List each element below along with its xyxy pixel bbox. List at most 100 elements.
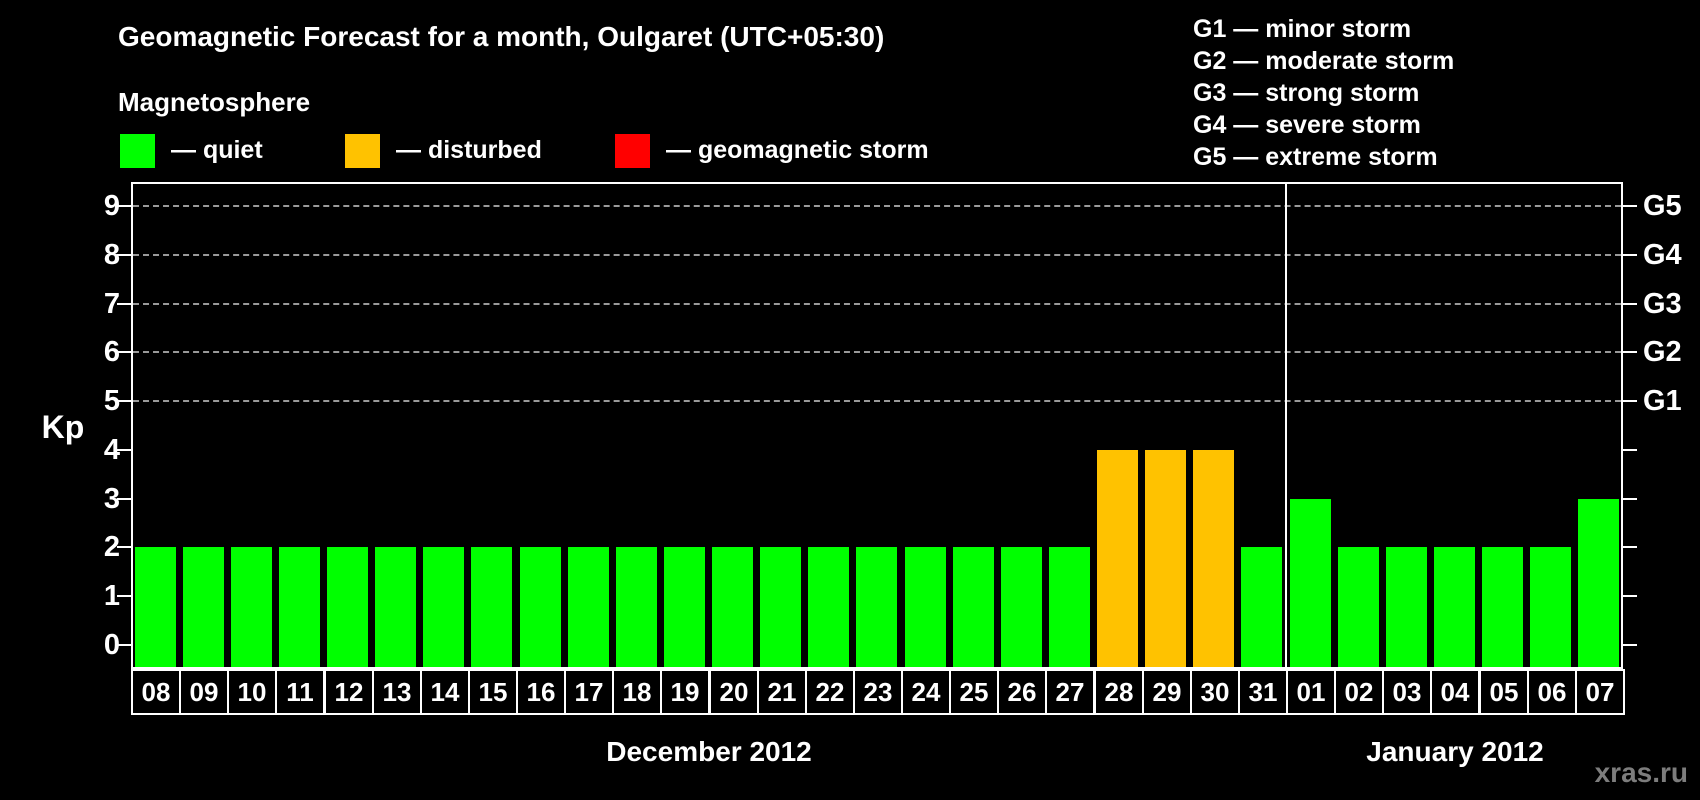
g-axis-label-G1: G1 [1643,385,1682,417]
y-tick-right [1623,254,1637,256]
g-legend-line: G3 — strong storm [1193,79,1420,107]
gridline-kp7 [133,303,1621,305]
bar-day-25 [953,547,994,667]
day-label-cell: 29 [1142,669,1192,715]
day-label-cell: 28 [1094,669,1144,715]
y-tick-right [1623,498,1637,500]
quiet-swatch-icon [120,133,155,168]
y-tick-left [117,449,131,451]
month-label: December 2012 [606,736,812,767]
bar-day-28 [1097,450,1138,667]
g-axis-label-G4: G4 [1643,239,1682,271]
day-label-cell: 14 [420,669,470,715]
gridline-kp8 [133,254,1621,256]
y-tick-right [1623,449,1637,451]
month-separator-line [1285,182,1287,669]
bar-day-16 [520,547,561,667]
g-axis-label-G2: G2 [1643,336,1682,368]
day-label-cell: 02 [1334,669,1384,715]
day-label-cell: 26 [997,669,1047,715]
bar-day-23 [856,547,897,667]
y-tick-left [117,644,131,646]
day-label-cell: 08 [131,669,181,715]
y-tick-right [1623,644,1637,646]
gridline-kp9 [133,205,1621,207]
y-tick-label: 7 [103,288,120,320]
watermark: xras.ru [1594,757,1688,788]
month-label: January 2012 [1366,736,1544,767]
day-label-cell: 13 [372,669,422,715]
day-label-cell: 22 [805,669,855,715]
bar-day-31 [1241,547,1282,667]
day-label-cell: 06 [1527,669,1577,715]
gridline-kp6 [133,351,1621,353]
bar-day-12 [327,547,368,667]
bar-day-27 [1049,547,1090,667]
y-tick-left [117,400,131,402]
day-label-cell: 10 [227,669,277,715]
day-label-cell: 04 [1430,669,1480,715]
bar-day-21 [760,547,801,667]
g-legend-line: G2 — moderate storm [1193,47,1455,75]
y-tick-label: 9 [103,190,120,222]
y-tick-right [1623,595,1637,597]
y-tick-label: 8 [103,239,120,271]
bar-day-15 [471,547,512,667]
bar-day-01 [1290,499,1331,667]
day-label-cell: 17 [564,669,614,715]
plot-area [131,182,1623,669]
legend-item-storm: — geomagnetic storm [615,133,929,168]
bar-day-03 [1386,547,1427,667]
day-label-cell: 19 [660,669,710,715]
legend-title: Magnetosphere [118,87,311,117]
day-label-cell: 15 [468,669,518,715]
legend-item-disturbed: — disturbed [345,133,542,168]
storm-swatch-icon [615,133,650,168]
y-tick-label: 0 [103,629,120,661]
bar-day-22 [808,547,849,667]
day-label-cell: 11 [275,669,325,715]
gridline-kp5 [133,400,1621,402]
bar-day-29 [1145,450,1186,667]
day-label-cell: 27 [1045,669,1095,715]
bar-day-19 [664,547,705,667]
y-tick-left [117,546,131,548]
g-scale-legend: G1 — minor storm G2 — moderate storm G3 — … [1193,13,1454,173]
y-tick-left [117,595,131,597]
y-axis-title: Kp [41,409,85,445]
y-tick-left [117,498,131,500]
bar-day-05 [1482,547,1523,667]
day-label-cell: 31 [1238,669,1288,715]
bar-day-13 [375,547,416,667]
day-label-cell: 25 [949,669,999,715]
day-label-cell: 12 [324,669,374,715]
g-legend-line: G4 — severe storm [1193,111,1421,139]
bar-day-18 [616,547,657,667]
day-label-cell: 07 [1575,669,1625,715]
day-label-cell: 20 [709,669,759,715]
bar-day-20 [712,547,753,667]
day-label-cell: 03 [1382,669,1432,715]
bar-day-02 [1338,547,1379,667]
disturbed-swatch-icon [345,133,380,168]
y-tick-right [1623,205,1637,207]
bar-day-30 [1193,450,1234,667]
day-label-cell: 21 [757,669,807,715]
bar-day-17 [568,547,609,667]
day-label-cell: 01 [1286,669,1336,715]
day-label-cell: 05 [1479,669,1529,715]
day-label-cell: 18 [612,669,662,715]
day-label-cell: 09 [179,669,229,715]
y-tick-label: 4 [103,434,120,466]
bar-day-11 [279,547,320,667]
legend-item-label: — quiet [171,136,263,164]
day-label-cell: 24 [901,669,951,715]
bar-day-26 [1001,547,1042,667]
legend-item-label: — geomagnetic storm [666,136,929,164]
y-tick-label: 1 [103,580,120,612]
bar-day-24 [905,547,946,667]
bar-day-04 [1434,547,1475,667]
bar-day-10 [231,547,272,667]
g-legend-line: G1 — minor storm [1193,15,1412,43]
